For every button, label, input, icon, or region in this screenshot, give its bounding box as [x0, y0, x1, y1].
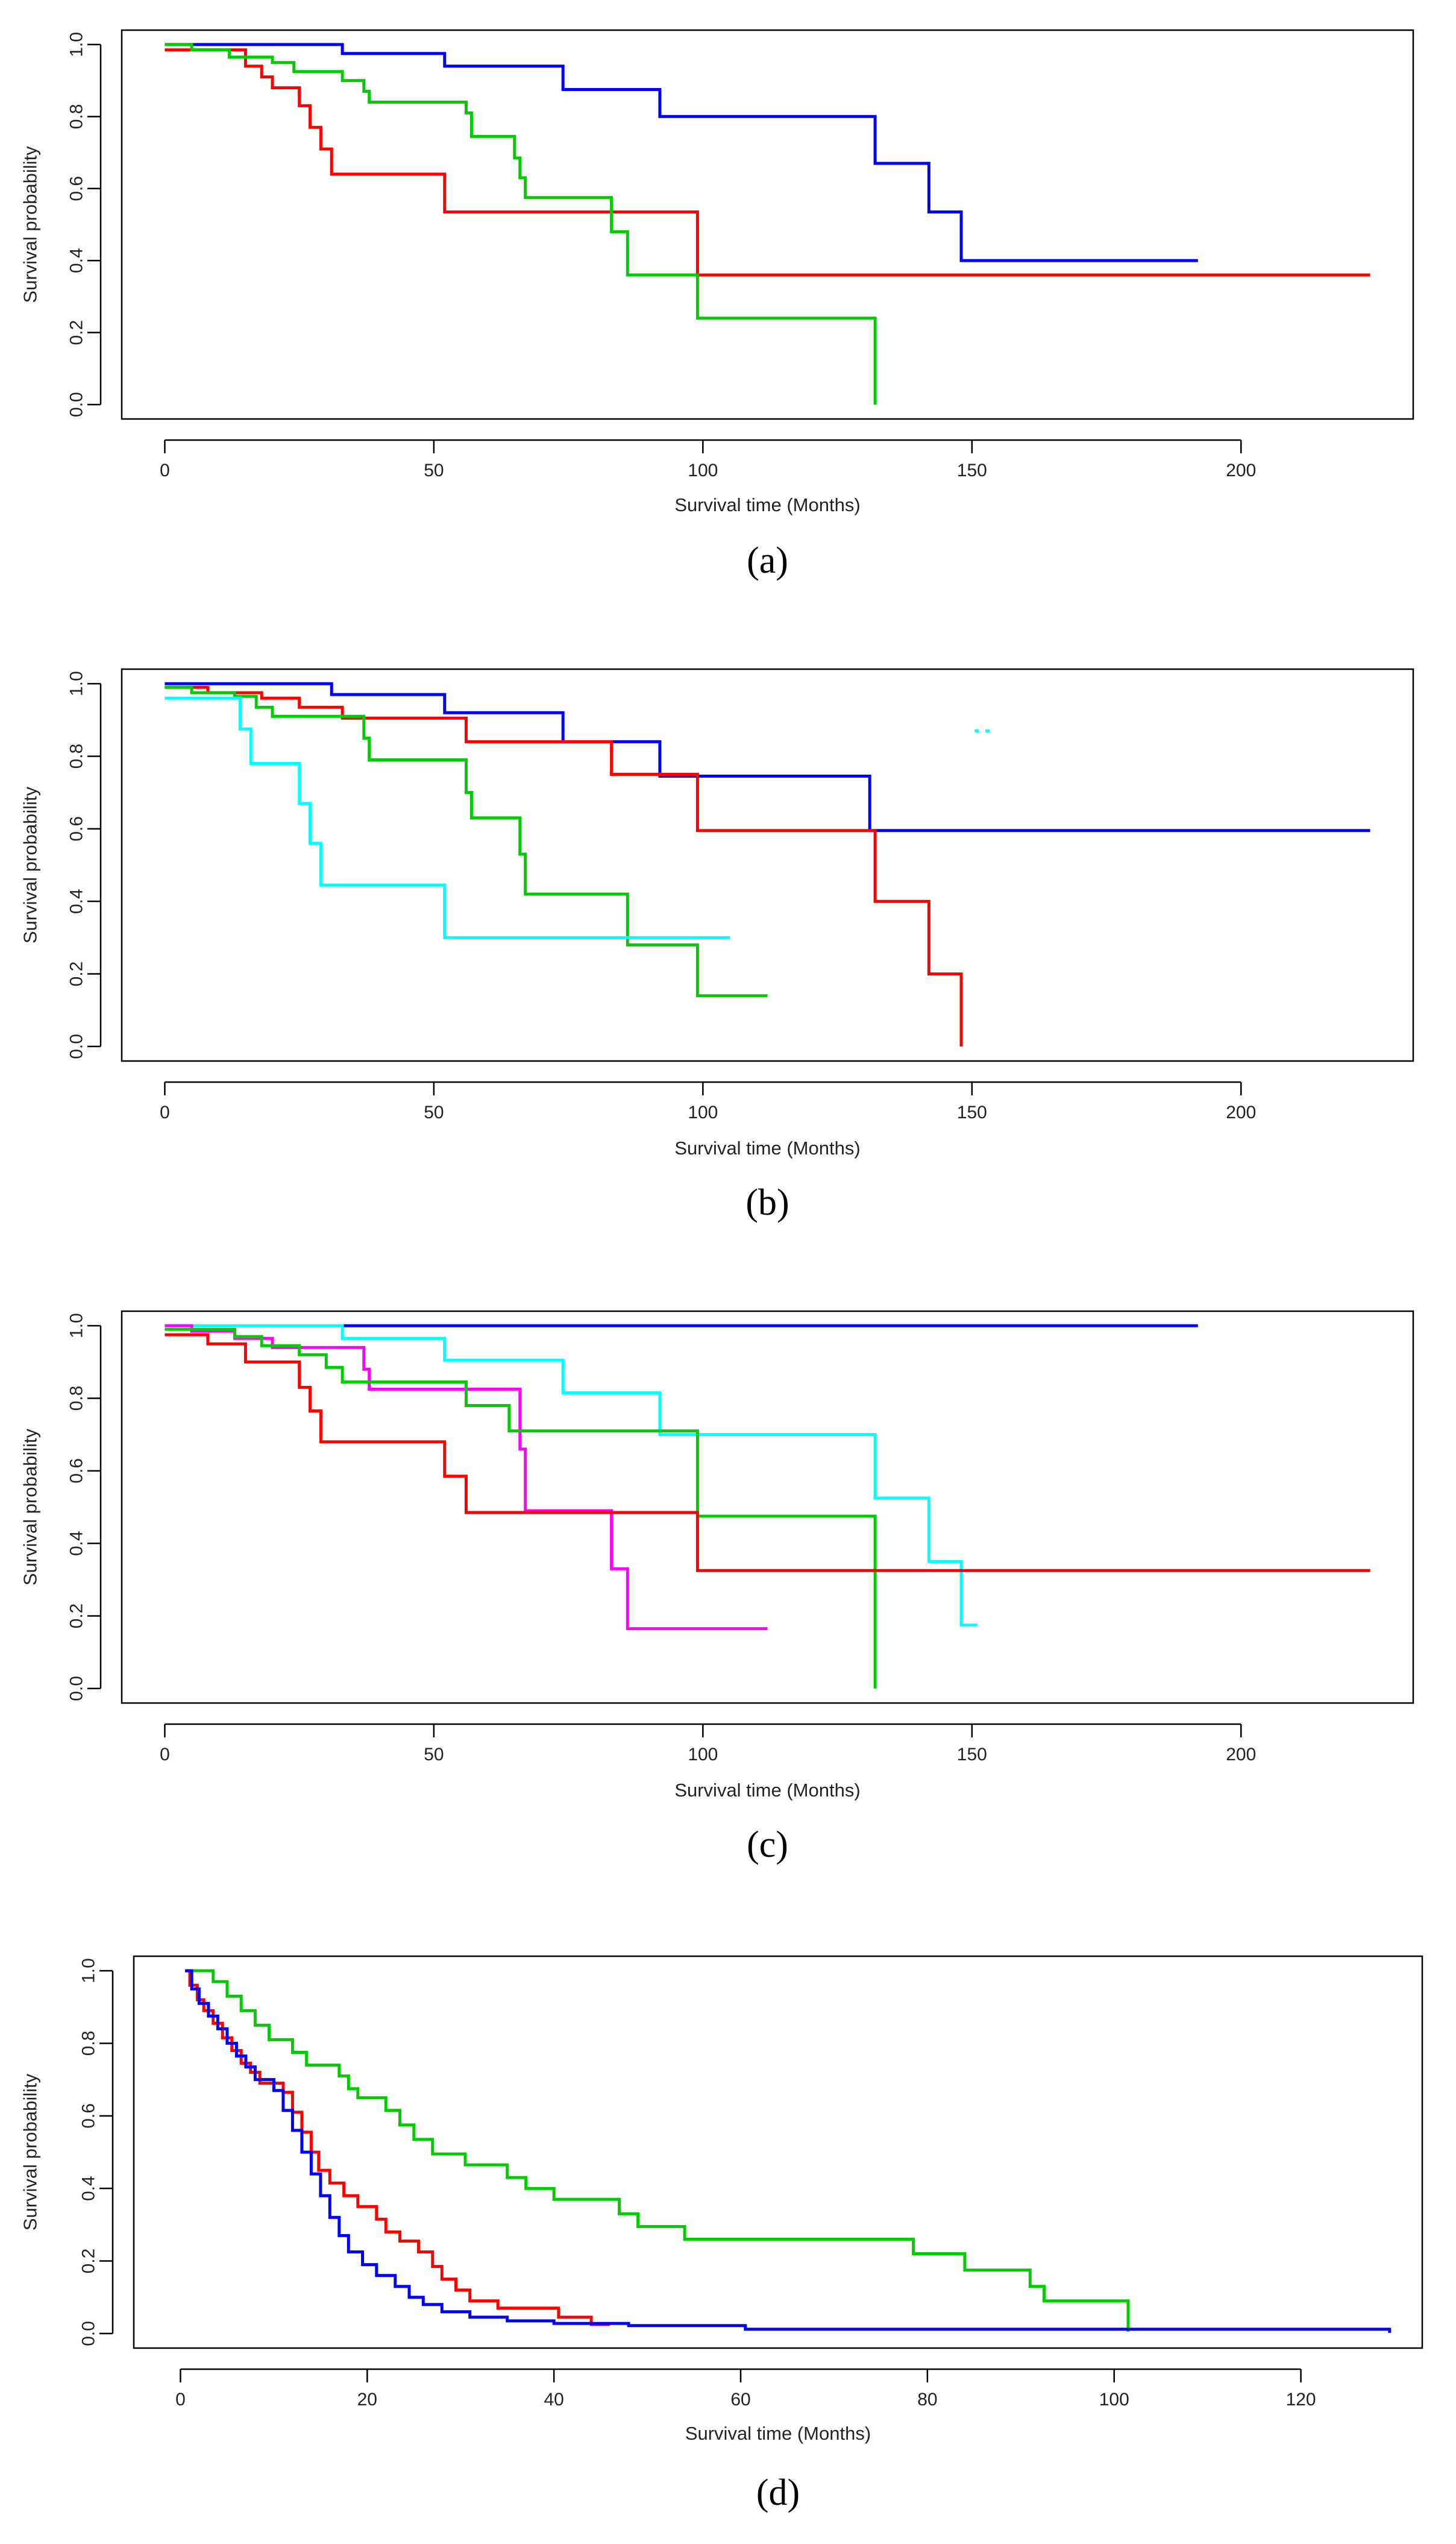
y-tick-label: 0.4: [67, 248, 87, 273]
survival-curve-1: [165, 43, 1198, 262]
survival-curve-2: [185, 1969, 610, 2326]
x-tick-label: 80: [917, 2390, 937, 2410]
y-tick-label: 0.8: [79, 2031, 99, 2056]
y-axis-title: Survival probability: [20, 786, 41, 943]
x-tick-label: 0: [160, 461, 170, 480]
survival-curve-2: [165, 1324, 977, 1627]
y-tick-label: 0.2: [67, 1604, 87, 1629]
survival-curve-3: [165, 685, 768, 998]
survival-curve-4: [165, 1327, 877, 1689]
y-tick-label: 1.0: [79, 1958, 99, 1983]
x-axis-title: Survival time (Months): [685, 2423, 871, 2444]
y-tick-label: 1.0: [67, 1313, 87, 1338]
x-tick-label: 150: [957, 461, 987, 480]
x-tick-label: 150: [957, 1745, 987, 1765]
y-tick-label: 0.8: [67, 1386, 87, 1411]
x-tick-label: 0: [175, 2390, 186, 2410]
y-tick-label: 0.4: [67, 1531, 87, 1556]
x-tick-label: 100: [688, 1103, 718, 1122]
survival-curve-1: [165, 682, 1370, 833]
x-tick-label: 120: [1286, 2390, 1316, 2410]
y-tick-label: 1.0: [67, 671, 87, 696]
survival-curve-3: [165, 43, 877, 405]
survival-curve-2: [165, 48, 1370, 277]
y-tick-label: 0.4: [79, 2176, 99, 2201]
x-tick-label: 150: [957, 1103, 987, 1122]
x-tick-label: 100: [688, 1745, 718, 1765]
survival-curve-1: [185, 1969, 1130, 2332]
y-tick-label: 0.8: [67, 104, 87, 129]
y-tick-label: 0.0: [67, 1676, 87, 1701]
y-tick-label: 0.6: [67, 176, 87, 201]
x-tick-label: 0: [160, 1745, 170, 1765]
plot-frame: [121, 668, 1414, 1062]
y-tick-label: 0.2: [67, 320, 87, 345]
y-tick-label: 0.6: [67, 816, 87, 842]
panel-label: (c): [747, 1824, 788, 1865]
y-tick-label: 0.2: [79, 2249, 99, 2274]
y-tick-label: 0.8: [67, 744, 87, 769]
x-tick-label: 100: [688, 461, 718, 480]
x-tick-label: 50: [424, 1745, 444, 1765]
x-tick-label: 60: [730, 2390, 750, 2410]
y-tick-label: 0.0: [79, 2321, 99, 2346]
x-tick-label: 200: [1226, 1745, 1256, 1765]
y-tick-label: 0.4: [67, 889, 87, 914]
plot-frame: [121, 1310, 1414, 1704]
survival-curve-3: [185, 1969, 1392, 2333]
survival-curve-2: [165, 685, 963, 1047]
y-tick-label: 0.0: [67, 392, 87, 417]
chart-panel-4: 0 20 40 60 80 100 120 0.0 0.2 0.4 0.6 0.8 1.0 Surviva…: [20, 1955, 1423, 2513]
panel-label: (a): [747, 540, 788, 581]
survival-curve-4: [165, 696, 730, 939]
y-axis-title: Survival probability: [20, 1428, 41, 1585]
panel-label: (b): [745, 1182, 789, 1223]
y-tick-label: 0.0: [67, 1034, 87, 1059]
y-axis-title: Survival probability: [20, 146, 41, 303]
chart-panel-2: 0 50 100 150 200 0.0 0.2 0.4 0.6 0.8 1.0 Survival t…: [20, 668, 1414, 1223]
x-tick-label: 0: [160, 1103, 170, 1122]
x-tick-label: 200: [1226, 1103, 1256, 1122]
x-axis-title: Survival time (Months): [674, 1780, 860, 1801]
survival-curve-5: [165, 1333, 1370, 1572]
x-tick-label: 100: [1099, 2390, 1129, 2410]
y-tick-label: 0.6: [79, 2103, 99, 2129]
x-tick-label: 50: [424, 1103, 444, 1122]
panel-label: (d): [756, 2472, 800, 2513]
x-tick-label: 200: [1226, 461, 1256, 480]
x-tick-label: 50: [424, 461, 444, 480]
chart-panel-3: 0 50 100 150 200 0.0 0.2 0.4 0.6 0.8 1.0 Survival t…: [20, 1310, 1414, 1865]
y-tick-label: 1.0: [67, 32, 87, 57]
chart-panel-1: 0 50 100 150 200 0.0 0.2 0.4 0.6 0.8 1.0 Survival t…: [20, 29, 1414, 581]
x-tick-label: 20: [357, 2390, 377, 2410]
x-axis-title: Survival time (Months): [674, 494, 860, 515]
plot-frame: [133, 1955, 1423, 2349]
y-tick-label: 0.6: [67, 1458, 87, 1484]
y-tick-label: 0.2: [67, 962, 87, 987]
plot-frame: [121, 29, 1414, 420]
x-tick-label: 40: [544, 2390, 563, 2410]
x-axis-title: Survival time (Months): [674, 1138, 860, 1159]
y-axis-title: Survival probability: [20, 2073, 41, 2231]
